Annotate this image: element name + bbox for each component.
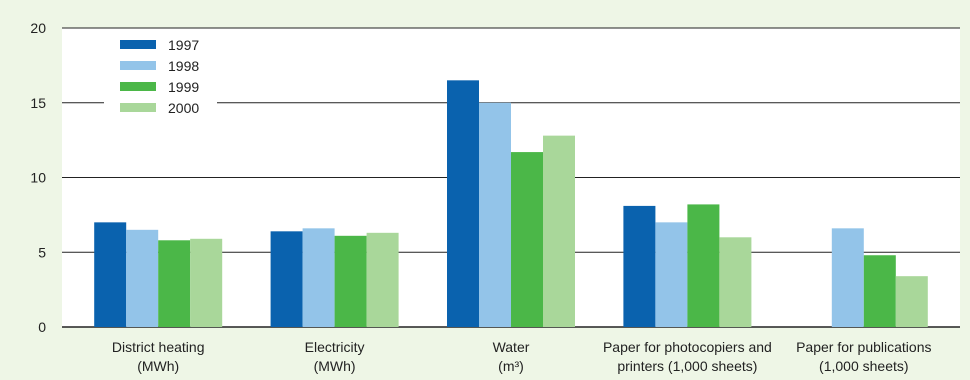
x-category-label: Paper for photocopiers and printers (1,00…: [603, 339, 772, 374]
y-tick-label: 15: [30, 95, 46, 111]
x-category-label-line: Electricity: [305, 339, 365, 355]
legend-swatch-1997: [120, 40, 156, 49]
bar-2000: [543, 135, 575, 327]
bar-1999: [334, 235, 367, 327]
y-tick-label: 0: [38, 319, 46, 335]
x-category-label-line: (MWh): [314, 358, 356, 374]
bar-2000: [190, 238, 223, 327]
x-category-label-line: District heating: [112, 339, 205, 355]
bar-1997: [623, 205, 656, 327]
legend-swatch-2000: [120, 103, 156, 112]
legend-label-1998: 1998: [168, 58, 199, 74]
bar-2000: [366, 232, 399, 327]
bar-1998: [302, 228, 335, 327]
legend-label-1999: 1999: [168, 79, 199, 95]
x-category-label: Water (m³): [493, 339, 530, 374]
bar-1999: [158, 240, 191, 327]
y-axis-ticks: 0 5 10 15 20: [30, 20, 46, 335]
x-category-label-line: (1,000 sheets): [819, 358, 909, 374]
x-category-label-line: Paper for publications: [796, 339, 931, 355]
bar-1998: [126, 229, 159, 327]
x-category-label-line: printers (1,000 sheets): [617, 358, 757, 374]
x-category-label: Paper for publications (1,000 sheets): [796, 339, 931, 374]
x-category-label-line: (MWh): [137, 358, 179, 374]
bar-1998: [655, 222, 688, 327]
bar-1997: [447, 80, 479, 327]
bar-1997: [94, 222, 127, 327]
y-tick-label: 20: [30, 20, 46, 36]
y-tick-label: 5: [38, 244, 46, 260]
bar-2000: [719, 237, 752, 327]
x-category-label-line: Paper for photocopiers and: [603, 339, 772, 355]
bar-1998: [831, 228, 864, 327]
legend-swatch-1999: [120, 82, 156, 91]
legend-swatch-1998: [120, 61, 156, 70]
y-tick-label: 10: [30, 170, 46, 186]
legend-label-2000: 2000: [168, 100, 199, 116]
legend: 1997 1998 1999 2000: [104, 32, 217, 124]
bar-1999: [687, 204, 720, 327]
bars: [94, 80, 928, 327]
x-category-label: District heating (MWh): [112, 339, 205, 374]
bar-1999: [511, 152, 543, 327]
bar-1999: [863, 255, 896, 327]
x-axis-categories: District heating (MWh) Electricity (MWh) Wat…: [112, 339, 932, 374]
legend-label-1997: 1997: [168, 37, 199, 53]
bar-1997: [270, 231, 303, 327]
bar-1998: [479, 102, 511, 327]
x-category-label-line: (m³): [498, 358, 524, 374]
x-category-label: Electricity (MWh): [305, 339, 365, 374]
bar-2000: [895, 276, 928, 327]
x-category-label-line: Water: [493, 339, 530, 355]
